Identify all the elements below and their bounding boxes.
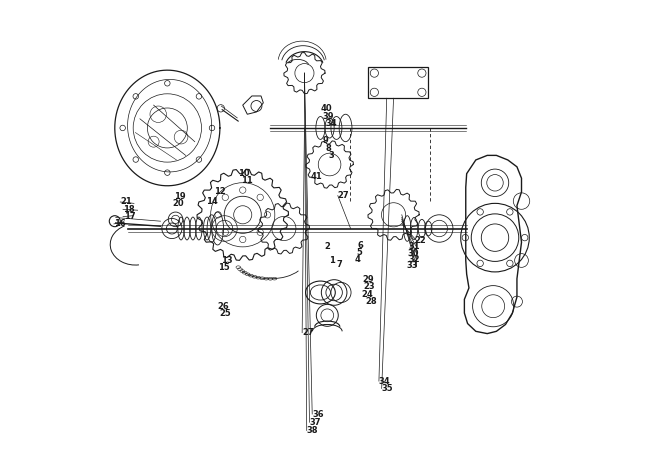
Text: 30: 30 bbox=[408, 249, 419, 258]
Text: 2: 2 bbox=[324, 242, 330, 251]
Text: 40: 40 bbox=[320, 104, 332, 113]
Text: 6: 6 bbox=[358, 241, 364, 250]
Text: 4: 4 bbox=[355, 255, 361, 264]
Text: 22: 22 bbox=[415, 236, 426, 245]
Text: 20: 20 bbox=[172, 199, 183, 208]
Text: 41: 41 bbox=[311, 172, 322, 181]
Text: 18: 18 bbox=[123, 205, 135, 214]
Text: 38: 38 bbox=[307, 426, 318, 435]
Text: 10: 10 bbox=[238, 169, 250, 178]
Text: 25: 25 bbox=[219, 309, 231, 318]
Text: 9: 9 bbox=[322, 136, 328, 145]
Text: 27: 27 bbox=[338, 191, 350, 200]
Bar bbox=[369, 67, 428, 98]
Text: 5: 5 bbox=[356, 248, 362, 257]
Text: 39: 39 bbox=[322, 112, 333, 121]
Text: 13: 13 bbox=[221, 256, 233, 265]
Text: 26: 26 bbox=[217, 302, 229, 311]
Text: 24: 24 bbox=[361, 290, 373, 299]
Text: 37: 37 bbox=[309, 418, 321, 427]
Text: 31: 31 bbox=[408, 242, 420, 251]
Text: 3: 3 bbox=[329, 151, 334, 160]
Text: 11: 11 bbox=[241, 176, 253, 186]
Text: 33: 33 bbox=[406, 261, 418, 271]
Text: 23: 23 bbox=[363, 282, 375, 292]
Text: 32: 32 bbox=[408, 255, 420, 264]
Text: 12: 12 bbox=[214, 186, 226, 196]
Text: 8: 8 bbox=[325, 143, 331, 153]
Text: 34: 34 bbox=[325, 119, 337, 128]
Text: 1: 1 bbox=[329, 256, 335, 265]
Text: 21: 21 bbox=[120, 197, 132, 207]
Text: 28: 28 bbox=[365, 297, 377, 306]
Text: 29: 29 bbox=[363, 275, 374, 284]
Text: 7: 7 bbox=[337, 260, 342, 269]
Text: 34: 34 bbox=[379, 377, 391, 386]
Text: 36: 36 bbox=[312, 409, 324, 419]
Text: 27: 27 bbox=[302, 328, 314, 337]
Text: 19: 19 bbox=[174, 192, 186, 201]
Text: 16: 16 bbox=[114, 219, 125, 228]
Text: 17: 17 bbox=[124, 212, 136, 221]
Text: 14: 14 bbox=[206, 197, 218, 206]
Text: 15: 15 bbox=[218, 263, 229, 272]
Text: 35: 35 bbox=[382, 384, 393, 393]
